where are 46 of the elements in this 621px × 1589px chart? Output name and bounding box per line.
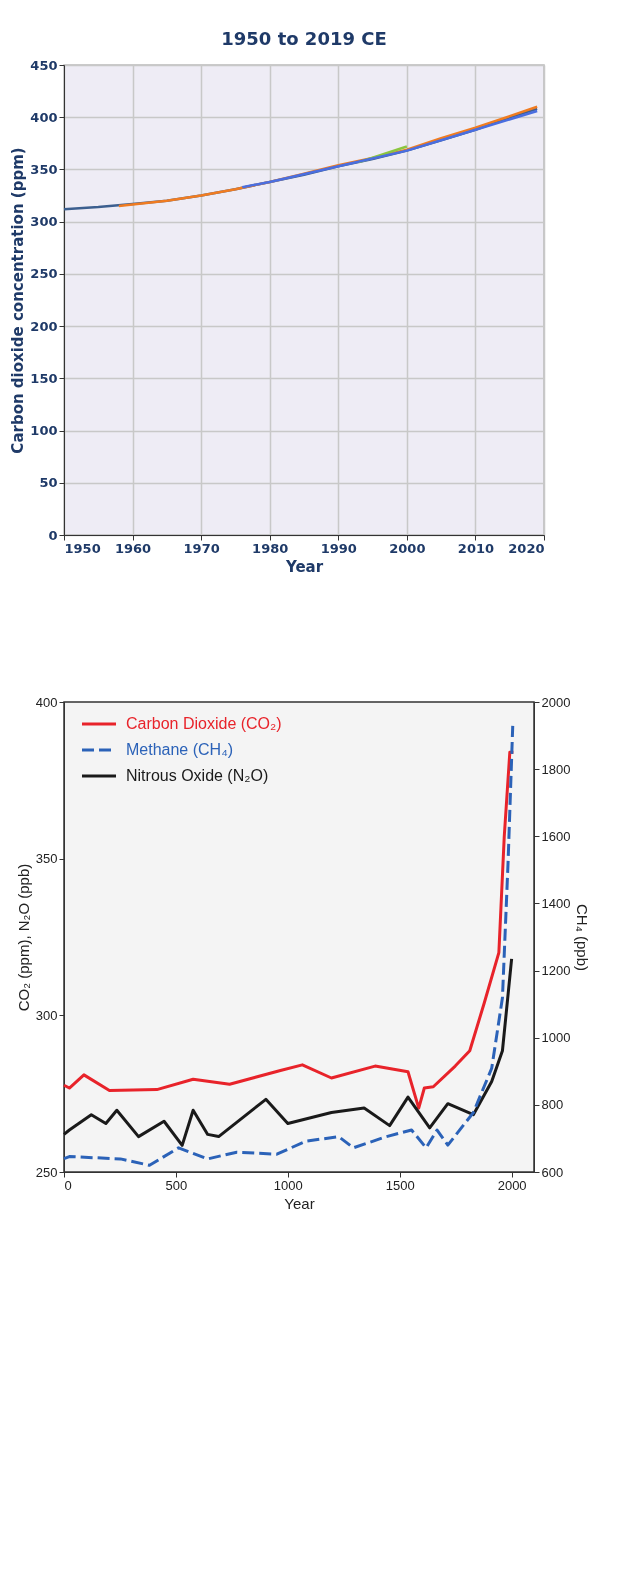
- x-tick-label: 500: [165, 1177, 188, 1193]
- x-tick-label: 2000: [497, 1177, 527, 1193]
- line-series: [241, 109, 539, 189]
- y2-tick-label: 1800: [541, 761, 571, 777]
- x-tick-label: 1950: [64, 540, 101, 556]
- x-tick-label: 0: [64, 1177, 72, 1193]
- x-tick-label: 1960: [114, 540, 152, 556]
- y-tick-label: 100: [30, 423, 58, 439]
- line-series: [62, 957, 514, 1147]
- y-tick-label: 250: [30, 266, 58, 282]
- x-tick-label: 1990: [320, 540, 357, 556]
- x-tick-label: 1970: [183, 540, 220, 556]
- y-tick-label: 450: [30, 57, 58, 73]
- x-axis-title: Year: [284, 557, 324, 576]
- y2-tick-label: 1400: [541, 895, 571, 911]
- x-tick-label: 2020: [508, 540, 545, 556]
- y-tick-label: 250: [35, 1164, 58, 1180]
- y2-axis-title: CH₄ (ppb): [574, 904, 592, 971]
- y-tick-label: 400: [30, 109, 58, 125]
- legend-label: Methane (CH₄): [126, 741, 234, 758]
- y-tick-label: 400: [35, 694, 58, 710]
- y2-tick-label: 800: [541, 1097, 564, 1113]
- y-axis-title: Carbon dioxide concentration (ppm): [9, 147, 28, 454]
- x-tick-label: 1000: [273, 1177, 303, 1193]
- y-axis-title: CO₂ (ppm), N₂O (ppb): [14, 863, 32, 1012]
- x-tick-label: 1500: [385, 1177, 415, 1193]
- x-tick-label: 1980: [252, 540, 289, 556]
- y2-tick-label: 1000: [541, 1030, 571, 1046]
- legend-label: Nitrous Oxide (N₂O): [126, 767, 269, 784]
- x-tick-label: 2010: [457, 540, 495, 556]
- y-tick-label: 200: [30, 318, 58, 334]
- x-axis-title: Year: [284, 1194, 315, 1212]
- y-tick-label: 50: [39, 475, 58, 491]
- y2-tick-label: 1200: [541, 963, 571, 979]
- y-tick-label: 350: [35, 851, 58, 867]
- y-tick-label: 300: [35, 1007, 58, 1023]
- y-tick-label: 350: [30, 161, 58, 177]
- chart-title: 1950 to 2019 CE: [221, 28, 387, 49]
- y2-tick-label: 600: [541, 1164, 564, 1180]
- y-tick-label: 0: [48, 527, 58, 543]
- x-tick-label: 2000: [389, 540, 426, 556]
- y-tick-label: 300: [30, 214, 58, 230]
- legend-label: Carbon Dioxide (CO₂): [126, 715, 282, 732]
- y2-tick-label: 1600: [541, 828, 571, 844]
- y2-tick-label: 2000: [541, 694, 571, 710]
- y-tick-label: 150: [30, 370, 58, 386]
